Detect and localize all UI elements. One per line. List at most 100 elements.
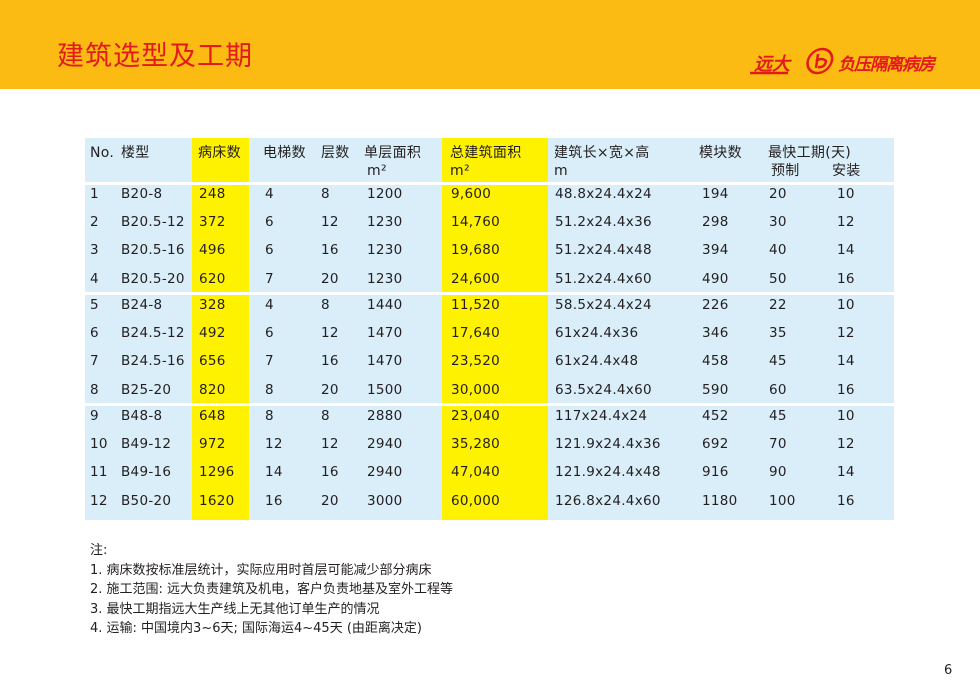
cell-install: 14 xyxy=(837,242,855,259)
cell-floors: 8 xyxy=(321,186,330,202)
cell-floor-area: 1230 xyxy=(367,214,403,231)
cell-model: B20.5-16 xyxy=(121,242,185,259)
cell-no: 1 xyxy=(90,186,99,202)
cell-prefab: 35 xyxy=(769,325,787,342)
cell-no: 12 xyxy=(90,492,108,509)
cell-dims: 121.9x24.4x48 xyxy=(555,464,661,481)
cell-install: 16 xyxy=(837,381,855,398)
cell-floor-area: 1470 xyxy=(367,325,403,342)
cell-floor-area: 1500 xyxy=(367,381,403,398)
header-floor-area-unit: m² xyxy=(367,163,387,179)
cell-model: B24.5-12 xyxy=(121,325,185,342)
notes-title: 注: xyxy=(90,543,108,558)
cell-prefab: 100 xyxy=(769,492,796,509)
cell-beds: 972 xyxy=(199,436,226,453)
cell-floors: 12 xyxy=(321,325,339,342)
cell-modules: 452 xyxy=(702,408,729,424)
cell-model: B49-16 xyxy=(121,464,172,481)
cell-prefab: 20 xyxy=(769,186,787,202)
cell-floors: 8 xyxy=(321,408,330,424)
header-model: 楼型 xyxy=(121,145,150,161)
cell-modules: 298 xyxy=(702,214,729,231)
cell-prefab: 50 xyxy=(769,270,787,287)
cell-modules: 458 xyxy=(702,353,729,370)
cell-modules: 394 xyxy=(702,242,729,259)
cell-modules: 490 xyxy=(702,270,729,287)
cell-prefab: 45 xyxy=(769,408,787,424)
cell-floor-area: 1440 xyxy=(367,297,403,313)
cell-prefab: 45 xyxy=(769,353,787,370)
header-elevators: 电梯数 xyxy=(263,145,306,161)
cell-total-area: 23,040 xyxy=(451,408,501,424)
cell-dims: 48.8x24.4x24 xyxy=(555,186,652,202)
cell-model: B20.5-20 xyxy=(121,270,185,287)
header-total-area: 总建筑面积 xyxy=(450,145,522,161)
cell-install: 12 xyxy=(837,214,855,231)
cell-floors: 20 xyxy=(321,270,339,287)
total-area-column-highlight xyxy=(442,138,548,520)
cell-total-area: 47,040 xyxy=(451,464,501,481)
header-no: No. xyxy=(90,145,115,161)
note-item: 4. 运输: 中国境内3~6天; 国际海运4~45天 (由距离决定) xyxy=(90,621,422,637)
cell-beds: 620 xyxy=(199,270,226,287)
cell-no: 9 xyxy=(90,408,99,424)
cell-total-area: 11,520 xyxy=(451,297,501,313)
cell-dims: 121.9x24.4x36 xyxy=(555,436,661,453)
cell-dims: 61x24.4x48 xyxy=(555,353,639,370)
brand-logo: 远大 负压隔离病房 xyxy=(748,46,958,78)
cell-dims: 61x24.4x36 xyxy=(555,325,639,342)
cell-beds: 648 xyxy=(199,408,226,424)
cell-elevators: 6 xyxy=(265,214,274,231)
notes: 注: 1. 病床数按标准层统计，实际应用时首层可能减少部分病床 2. 施工范围:… xyxy=(90,541,453,639)
cell-beds: 820 xyxy=(199,381,226,398)
cell-floor-area: 3000 xyxy=(367,492,403,509)
building-spec-table: No. 楼型 病床数 电梯数 层数 单层面积 m² 总建筑面积 m² 建筑长×宽… xyxy=(85,138,894,520)
row-divider xyxy=(85,182,894,185)
cell-prefab: 22 xyxy=(769,297,787,313)
header-schedule: 最快工期(天) xyxy=(768,145,852,161)
cell-dims: 51.2x24.4x36 xyxy=(555,214,652,231)
cell-beds: 1296 xyxy=(199,464,235,481)
note-item: 2. 施工范围: 远大负责建筑及机电，客户负责地基及室外工程等 xyxy=(90,582,454,598)
cell-modules: 1180 xyxy=(702,492,738,509)
cell-dims: 51.2x24.4x48 xyxy=(555,242,652,259)
header-dims-unit: m xyxy=(554,163,568,179)
header-floors: 层数 xyxy=(321,145,350,161)
cell-floor-area: 1200 xyxy=(367,186,403,202)
cell-beds: 492 xyxy=(199,325,226,342)
cell-total-area: 9,600 xyxy=(451,186,492,202)
cell-floor-area: 1470 xyxy=(367,353,403,370)
cell-model: B48-8 xyxy=(121,408,163,424)
cell-prefab: 30 xyxy=(769,214,787,231)
header-install: 安装 xyxy=(832,163,861,179)
cell-floors: 8 xyxy=(321,297,330,313)
cell-elevators: 8 xyxy=(265,381,274,398)
cell-modules: 590 xyxy=(702,381,729,398)
cell-model: B20-8 xyxy=(121,186,163,202)
cell-no: 11 xyxy=(90,464,108,481)
cell-floor-area: 2940 xyxy=(367,464,403,481)
cell-total-area: 30,000 xyxy=(451,381,501,398)
header-dims: 建筑长×宽×高 xyxy=(554,145,650,161)
cell-total-area: 19,680 xyxy=(451,242,501,259)
cell-prefab: 60 xyxy=(769,381,787,398)
cell-install: 10 xyxy=(837,408,855,424)
cell-model: B24-8 xyxy=(121,297,163,313)
note-item: 3. 最快工期指远大生产线上无其他订单生产的情况 xyxy=(90,601,380,617)
cell-elevators: 6 xyxy=(265,242,274,259)
cell-floors: 16 xyxy=(321,464,339,481)
header-prefab: 预制 xyxy=(771,163,800,179)
cell-total-area: 23,520 xyxy=(451,353,501,370)
cell-total-area: 60,000 xyxy=(451,492,501,509)
cell-dims: 58.5x24.4x24 xyxy=(555,297,652,313)
cell-elevators: 7 xyxy=(265,353,274,370)
cell-beds: 656 xyxy=(199,353,226,370)
row-divider xyxy=(85,403,894,406)
cell-floors: 16 xyxy=(321,353,339,370)
header-total-area-unit: m² xyxy=(450,163,470,179)
cell-floor-area: 2940 xyxy=(367,436,403,453)
cell-no: 10 xyxy=(90,436,108,453)
cell-floor-area: 1230 xyxy=(367,242,403,259)
cell-install: 12 xyxy=(837,325,855,342)
cell-install: 10 xyxy=(837,186,855,202)
